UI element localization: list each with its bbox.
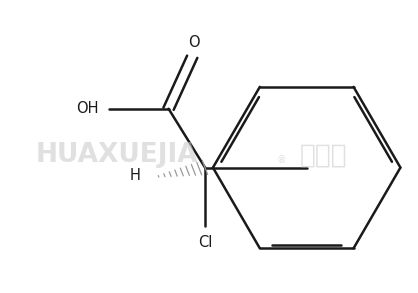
Text: H: H [130,168,140,183]
Text: HUAXUEJIA: HUAXUEJIA [36,142,199,168]
Text: ®: ® [277,155,287,165]
Text: Cl: Cl [198,235,212,250]
Text: 化学加: 化学加 [300,142,347,168]
Text: OH: OH [76,101,99,116]
Text: O: O [189,35,200,50]
